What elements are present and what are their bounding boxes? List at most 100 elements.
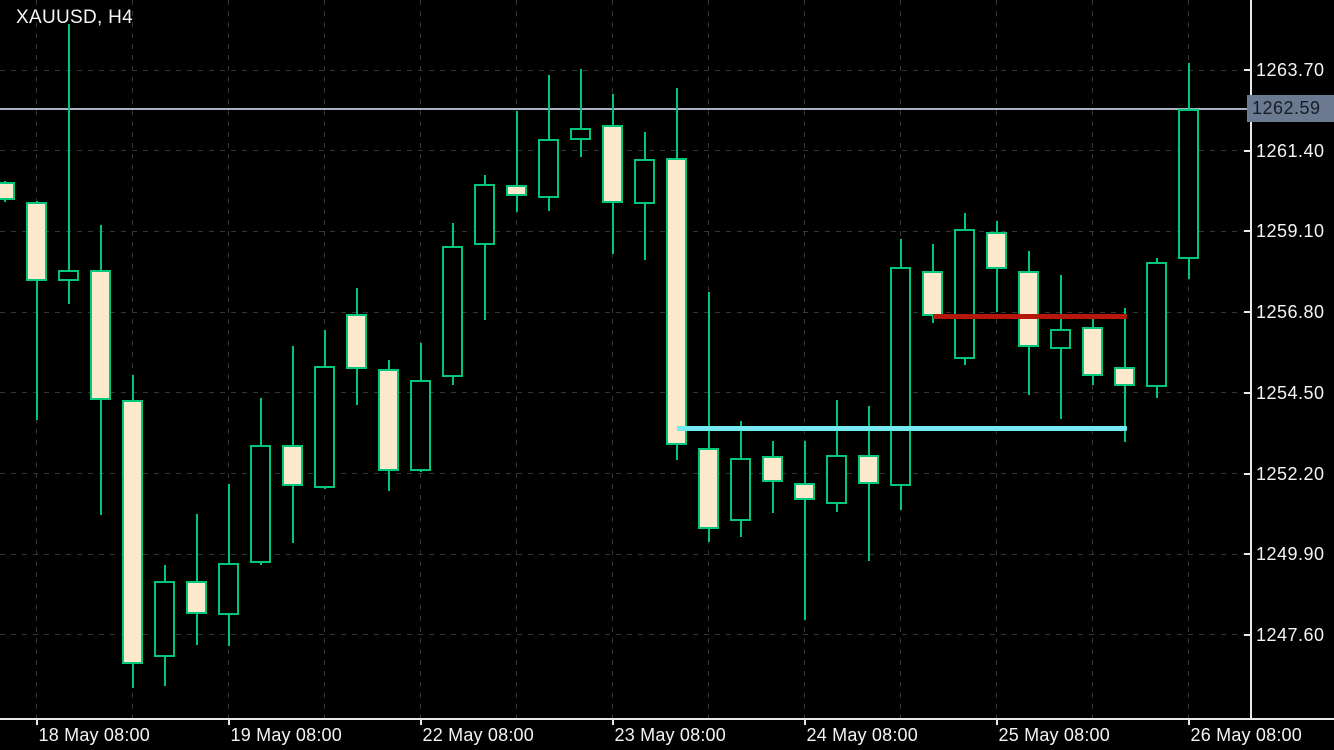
time-gridline <box>612 0 613 718</box>
candle <box>218 562 239 616</box>
candle <box>634 159 655 205</box>
candle <box>26 201 47 282</box>
time-gridline <box>996 0 997 718</box>
current-price-line <box>0 107 1250 110</box>
time-tick-label: 23 May 08:00 <box>614 725 726 745</box>
candle <box>186 580 207 615</box>
price-tick <box>1244 391 1251 394</box>
candle <box>1018 271 1039 347</box>
price-tick-label: 1247.60 <box>1256 624 1325 645</box>
time-tick-label: 18 May 08:00 <box>38 725 150 745</box>
candle <box>410 379 431 472</box>
candle <box>986 231 1007 269</box>
candle <box>474 184 495 245</box>
price-tick-label: 1254.50 <box>1256 382 1325 403</box>
candle <box>58 269 79 282</box>
time-tick <box>803 718 806 725</box>
price-gridline <box>0 69 1250 71</box>
candle <box>250 445 271 563</box>
support-ray[interactable] <box>676 426 1127 432</box>
candle <box>346 313 367 369</box>
candle <box>698 447 719 529</box>
price-tick-label: 1256.80 <box>1256 302 1325 323</box>
price-tick <box>1244 69 1251 71</box>
price-axis-line[interactable] <box>1250 0 1252 719</box>
candle <box>378 368 399 471</box>
candle <box>442 246 463 377</box>
time-axis-line[interactable] <box>0 718 1334 720</box>
candle-wick <box>803 441 806 620</box>
price-tick-label: 1261.40 <box>1256 140 1325 161</box>
time-tick-label: 25 May 08:00 <box>998 725 1110 745</box>
price-gridline <box>0 634 1250 636</box>
candle-wick <box>579 69 582 157</box>
time-gridline <box>1188 0 1189 718</box>
candle <box>1146 261 1167 387</box>
time-gridline <box>516 0 517 718</box>
candle <box>890 267 911 486</box>
price-tick <box>1244 633 1251 636</box>
candle <box>1114 366 1135 386</box>
candle <box>154 580 175 657</box>
candle <box>922 271 943 317</box>
time-tick <box>419 718 422 725</box>
time-tick <box>35 718 38 725</box>
candle <box>538 138 559 198</box>
current-price-badge: 1262.59 <box>1247 95 1334 123</box>
candle-wick <box>67 24 70 305</box>
candle <box>954 228 975 360</box>
candle <box>858 454 879 485</box>
candle <box>1178 108 1199 260</box>
time-tick-label: 24 May 08:00 <box>806 725 918 745</box>
price-tick-label: 1259.10 <box>1256 221 1325 242</box>
candle <box>0 182 15 200</box>
candle <box>794 483 815 501</box>
price-gridline <box>0 392 1250 394</box>
price-tick-label: 1252.20 <box>1256 463 1325 484</box>
candle <box>570 127 591 140</box>
time-gridline <box>228 0 229 718</box>
candle-wick <box>515 111 518 213</box>
time-tick <box>611 718 614 725</box>
candle <box>1082 326 1103 376</box>
price-gridline <box>0 150 1250 152</box>
current-price-label: 1262.59 <box>1252 98 1321 119</box>
candle <box>282 445 303 486</box>
candle <box>1050 328 1071 349</box>
price-tick <box>1244 553 1251 556</box>
time-tick-label: 22 May 08:00 <box>422 725 534 745</box>
price-tick <box>1244 230 1251 233</box>
time-gridline <box>804 0 805 718</box>
price-gridline <box>0 311 1250 313</box>
candle-wick <box>35 200 38 420</box>
candle-wick <box>195 513 198 645</box>
price-gridline <box>0 553 1250 555</box>
candle <box>730 457 751 521</box>
time-tick <box>1187 718 1190 725</box>
price-tick <box>1244 472 1251 475</box>
time-tick <box>227 718 230 725</box>
candle <box>122 400 143 665</box>
candle <box>826 454 847 504</box>
price-tick <box>1244 311 1251 314</box>
candle <box>506 185 527 196</box>
time-gridline <box>132 0 133 718</box>
time-tick-label: 19 May 08:00 <box>230 725 342 745</box>
time-tick <box>995 718 998 725</box>
price-tick-label: 1249.90 <box>1256 544 1325 565</box>
price-gridline <box>0 473 1250 474</box>
candle <box>314 366 335 488</box>
candle <box>666 158 687 445</box>
price-tick-label: 1263.70 <box>1256 60 1325 80</box>
candle <box>762 456 783 483</box>
resistance-ray[interactable] <box>932 314 1127 320</box>
candle-wick <box>707 292 710 543</box>
price-tick <box>1244 149 1251 152</box>
chart-title: XAUUSD, H4 <box>16 7 134 28</box>
candle-wick <box>291 346 294 543</box>
candle <box>602 125 623 203</box>
price-gridline <box>0 230 1250 232</box>
candle-wick <box>483 175 486 320</box>
